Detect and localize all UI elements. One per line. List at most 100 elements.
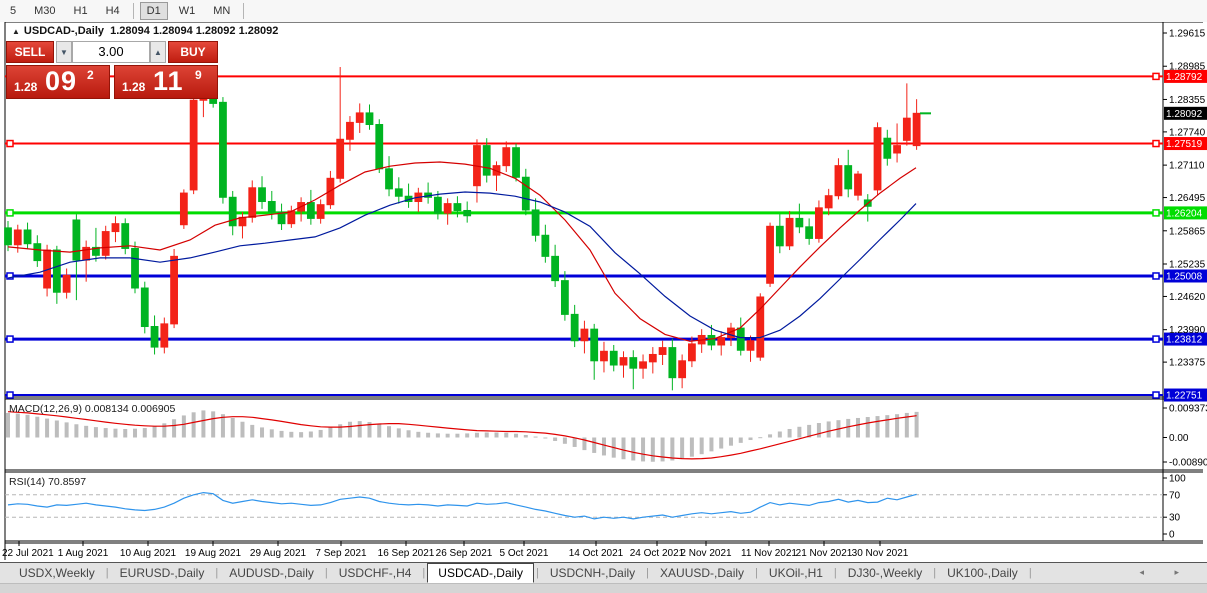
line-handle[interactable] <box>1152 72 1160 81</box>
candlestick[interactable] <box>756 293 765 361</box>
line-handle[interactable] <box>6 139 14 148</box>
candlestick[interactable] <box>365 104 374 130</box>
candlestick[interactable] <box>492 161 501 191</box>
candlestick[interactable] <box>463 201 472 223</box>
volume-input[interactable]: 3.00 <box>72 41 150 63</box>
candlestick[interactable] <box>531 198 540 242</box>
sell-price-box[interactable]: 1.28 09 2 <box>6 65 110 99</box>
candlestick[interactable] <box>238 212 247 239</box>
volume-decrease-button[interactable]: ▼ <box>56 41 72 63</box>
candlestick[interactable] <box>639 354 647 379</box>
candlestick[interactable] <box>414 187 423 213</box>
candlestick[interactable] <box>775 214 784 254</box>
tab-dj30-weekly[interactable]: DJ30-,Weekly <box>847 566 923 580</box>
candlestick[interactable] <box>443 198 452 225</box>
candlestick[interactable] <box>502 141 511 172</box>
candlestick[interactable] <box>179 189 188 229</box>
timeframe-button-w1[interactable]: W1 <box>178 5 196 17</box>
timeframe-button-mn[interactable]: MN <box>213 5 231 17</box>
tab-uk100-daily[interactable]: UK100-,Daily <box>947 566 1018 580</box>
candlestick[interactable] <box>570 304 579 348</box>
line-handle[interactable] <box>6 209 14 217</box>
candlestick[interactable] <box>121 218 130 255</box>
line-handle[interactable] <box>1152 209 1160 217</box>
candlestick[interactable] <box>140 281 149 334</box>
candlestick[interactable] <box>834 158 843 200</box>
candlestick[interactable] <box>707 324 716 351</box>
buy-button[interactable]: BUY <box>168 41 218 63</box>
candlestick[interactable] <box>648 347 657 374</box>
tab-usdcad-daily[interactable]: USDCAD-,Daily <box>427 563 534 583</box>
candlestick[interactable] <box>248 180 257 223</box>
tab-usdcnh-daily[interactable]: USDCNH-,Daily <box>549 566 636 580</box>
line-handle[interactable] <box>6 391 14 399</box>
sell-button[interactable]: SELL <box>6 41 54 63</box>
timeframe-button-d1[interactable]: D1 <box>139 2 168 20</box>
candlestick[interactable] <box>453 196 462 218</box>
candlestick[interactable] <box>521 168 530 216</box>
tab-scroll-arrows[interactable]: ◂ ▸ <box>1139 567 1193 577</box>
candlestick[interactable] <box>62 268 71 299</box>
candlestick[interactable] <box>815 200 823 243</box>
tab-eurusd-daily[interactable]: EURUSD-,Daily <box>119 566 205 580</box>
candlestick[interactable] <box>658 340 667 366</box>
candlestick[interactable] <box>433 190 442 220</box>
candlestick[interactable] <box>883 129 892 166</box>
candlestick[interactable] <box>316 199 325 224</box>
candlestick[interactable] <box>717 331 726 356</box>
collapse-triangle-icon[interactable]: ▲ <box>12 27 20 36</box>
candlestick[interactable] <box>590 323 599 380</box>
candlestick[interactable] <box>394 177 403 204</box>
candlestick[interactable] <box>189 90 198 195</box>
line-handle[interactable] <box>1152 391 1160 399</box>
candlestick[interactable] <box>668 338 677 391</box>
tab-ukoil-h1[interactable]: UKOil-,H1 <box>768 566 823 580</box>
candlestick[interactable] <box>92 227 100 262</box>
line-handle[interactable] <box>1152 139 1160 148</box>
candlestick[interactable] <box>355 103 364 133</box>
timeframe-button-5[interactable]: 5 <box>10 5 17 17</box>
candlestick[interactable] <box>697 329 706 353</box>
candlestick[interactable] <box>746 335 755 362</box>
candlestick[interactable] <box>844 149 853 198</box>
candlestick[interactable] <box>297 197 306 222</box>
tab-usdx-weekly[interactable]: USDX,Weekly <box>19 566 95 580</box>
candlestick[interactable] <box>609 344 618 372</box>
line-handle[interactable] <box>1152 272 1160 280</box>
tab-xauusd-daily[interactable]: XAUUSD-,Daily <box>660 566 745 580</box>
candlestick[interactable] <box>23 222 32 249</box>
candlestick[interactable] <box>4 221 12 252</box>
candlestick[interactable] <box>424 182 433 204</box>
candlestick[interactable] <box>854 170 862 201</box>
candlestick[interactable] <box>170 248 178 329</box>
candlestick[interactable] <box>101 225 110 260</box>
candlestick[interactable] <box>893 123 901 163</box>
candlestick[interactable] <box>287 205 296 228</box>
candlestick[interactable] <box>678 354 687 389</box>
candlestick[interactable] <box>258 176 266 209</box>
candlestick[interactable] <box>902 83 911 146</box>
candlestick[interactable] <box>228 190 237 236</box>
candlestick[interactable] <box>824 188 833 216</box>
line-handle[interactable] <box>6 335 14 343</box>
candlestick[interactable] <box>72 214 81 301</box>
tab-audusd-daily[interactable]: AUDUSD-,Daily <box>229 566 314 580</box>
candlestick[interactable] <box>600 341 608 373</box>
candlestick[interactable] <box>131 241 139 294</box>
timeframe-button-h1[interactable]: H1 <box>73 5 88 17</box>
candlestick[interactable] <box>560 271 569 321</box>
candlestick[interactable] <box>912 99 921 150</box>
candlestick[interactable] <box>580 320 589 354</box>
candlestick[interactable] <box>33 235 42 267</box>
candlestick[interactable] <box>551 244 560 287</box>
candlestick[interactable] <box>111 216 120 243</box>
tab-usdchf-h4[interactable]: USDCHF-,H4 <box>338 566 412 580</box>
buy-price-box[interactable]: 1.28 11 9 <box>114 65 218 99</box>
candlestick[interactable] <box>785 211 794 251</box>
candlestick[interactable] <box>306 189 315 225</box>
candlestick[interactable] <box>873 122 882 196</box>
candlestick[interactable] <box>336 67 345 183</box>
candlestick[interactable] <box>375 119 384 174</box>
candlestick[interactable] <box>346 116 354 151</box>
candlestick[interactable] <box>766 222 774 287</box>
